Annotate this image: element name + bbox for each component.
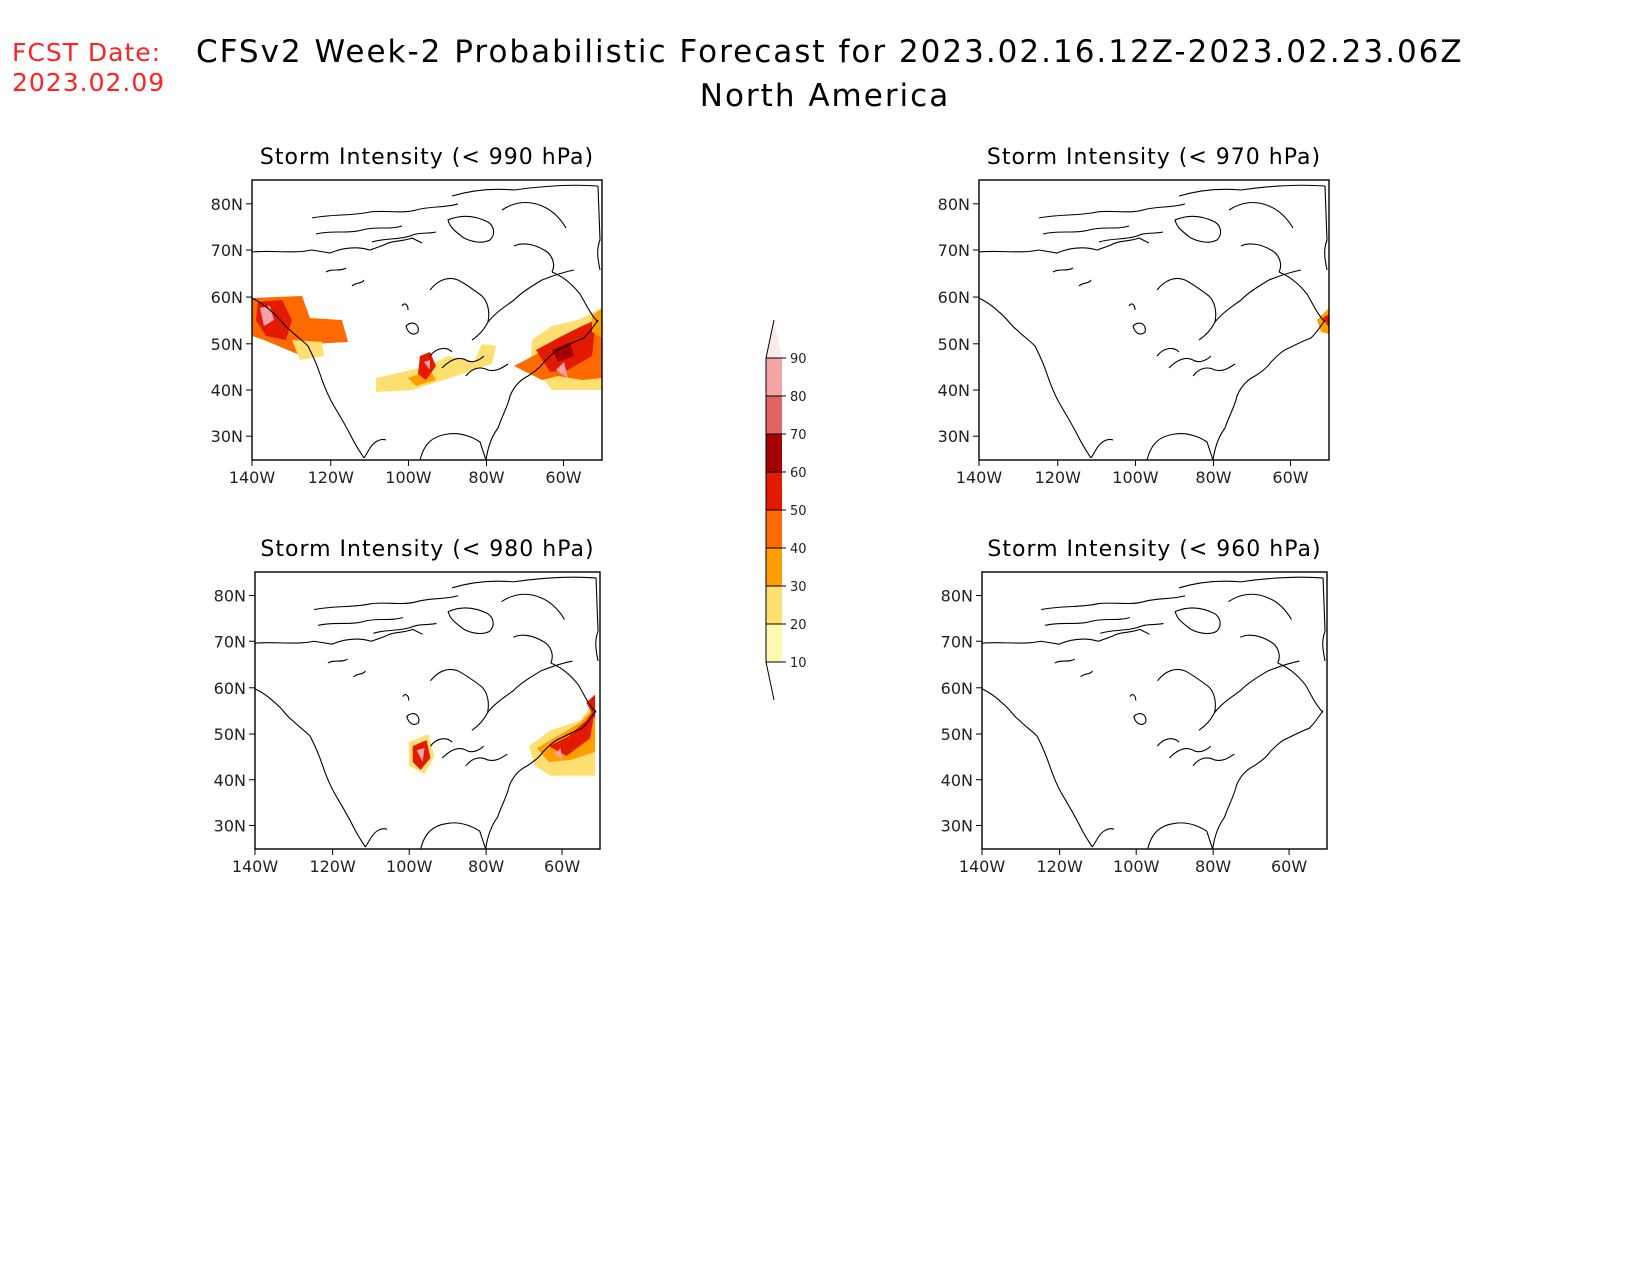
panel-title: Storm Intensity (< 980 hPa) [260,537,594,562]
lat-tick-label: 30N [211,427,243,446]
map-panel-3: Storm Intensity (< 980 hPa) 80N 70N 60N 50N 4… [214,537,601,876]
lon-tick-label: 60W [545,468,581,487]
lat-tick-label: 50N [214,725,246,744]
colorbar-segment [766,586,782,624]
lat-tick-label: 80N [941,587,973,606]
colorbar-label: 30 [790,580,807,595]
map-panel-4: Storm Intensity (< 960 hPa) 80N 70N 60N 50N 4… [941,537,1328,876]
lat-tick-label: 40N [214,771,246,790]
colorbar-label: 10 [790,656,807,671]
lon-tick-label: 140W [959,857,1006,876]
lon-tick-label: 60W [1272,468,1308,487]
lon-tick-label: 80W [1195,468,1231,487]
colorbar: 90 80 70 60 50 40 30 20 10 [765,319,807,701]
lon-tick-label: 60W [544,857,580,876]
panel-title: Storm Intensity (< 960 hPa) [987,537,1321,562]
colorbar-segment [766,434,782,472]
map-frame [978,179,1330,461]
lat-tick-label: 40N [941,771,973,790]
lat-tick-label: 70N [214,632,246,651]
lon-tick-label: 100W [385,468,432,487]
lon-tick-label: 140W [232,857,279,876]
colorbar-label: 50 [790,504,807,519]
colorbar-label: 60 [790,466,807,481]
lat-tick-label: 50N [938,335,970,354]
colorbar-label: 20 [790,618,807,633]
coastline [982,576,1326,849]
lon-tick-label: 100W [386,857,433,876]
lon-tick-label: 80W [468,468,504,487]
colorbar-top-tip [766,320,782,358]
main-title-text: CFSv2 Week-2 Probabilistic Forecast for … [196,34,1464,70]
lat-tick-label: 80N [211,195,243,214]
colorbar-label: 90 [790,352,807,367]
lat-tick-label: 70N [941,632,973,651]
map-panel-1: Storm Intensity (< 990 hPa) 80N 70N 60N 50N 4… [211,145,603,487]
lat-tick-label: 30N [941,816,973,835]
map-panel-2: Storm Intensity (< 970 hPa) 80N 70N 60N 50N 4… [938,145,1330,487]
lon-tick-label: 100W [1112,468,1159,487]
map-frame [254,571,601,850]
lat-tick-label: 60N [214,679,246,698]
lat-tick-label: 60N [941,679,973,698]
colorbar-segment [766,624,782,662]
colorbar-segment [766,358,782,396]
lat-tick-label: 80N [214,587,246,606]
lat-tick-label: 60N [938,288,970,307]
panel-title: Storm Intensity (< 970 hPa) [987,145,1321,170]
colorbar-segment [766,396,782,434]
probability-shading [408,694,596,776]
lat-tick-label: 70N [938,241,970,260]
lon-tick-label: 60W [1271,857,1307,876]
colorbar-segment [766,548,782,586]
lat-tick-label: 60N [211,288,243,307]
main-title: CFSv2 Week-2 Probabilistic Forecast for … [0,34,1650,70]
lat-tick-label: 50N [211,335,243,354]
lat-tick-label: 40N [211,381,243,400]
fcst-date-value: 2023.02.09 [12,68,166,97]
forecast-date-block: FCST Date: 2023.02.09 [12,38,165,98]
fcst-date-label: FCST Date: [12,38,162,67]
lat-tick-label: 50N [941,725,973,744]
panel-title: Storm Intensity (< 990 hPa) [260,145,594,170]
lat-tick-label: 70N [211,241,243,260]
colorbar-label: 40 [790,542,807,557]
lon-tick-label: 140W [229,468,276,487]
lat-tick-label: 80N [938,195,970,214]
colorbar-label: 70 [790,428,807,443]
probability-shading [1317,308,1329,334]
map-frame [251,179,603,461]
lon-tick-label: 80W [1195,857,1231,876]
probability-shading [252,296,602,392]
lon-tick-label: 100W [1113,857,1160,876]
colorbar-segment [766,472,782,510]
colorbar-label: 80 [790,390,807,405]
map-frame [981,571,1328,850]
coastline [255,576,599,849]
lon-tick-label: 120W [308,468,355,487]
lat-tick-label: 40N [938,381,970,400]
lat-tick-label: 30N [938,427,970,446]
lat-tick-label: 30N [214,816,246,835]
region-subtitle: North America [699,78,951,114]
colorbar-segment [766,510,782,548]
lon-tick-label: 140W [956,468,1003,487]
lon-tick-label: 120W [309,857,356,876]
lon-tick-label: 80W [468,857,504,876]
coastline [979,184,1328,460]
lon-tick-label: 120W [1035,468,1082,487]
lon-tick-label: 120W [1036,857,1083,876]
